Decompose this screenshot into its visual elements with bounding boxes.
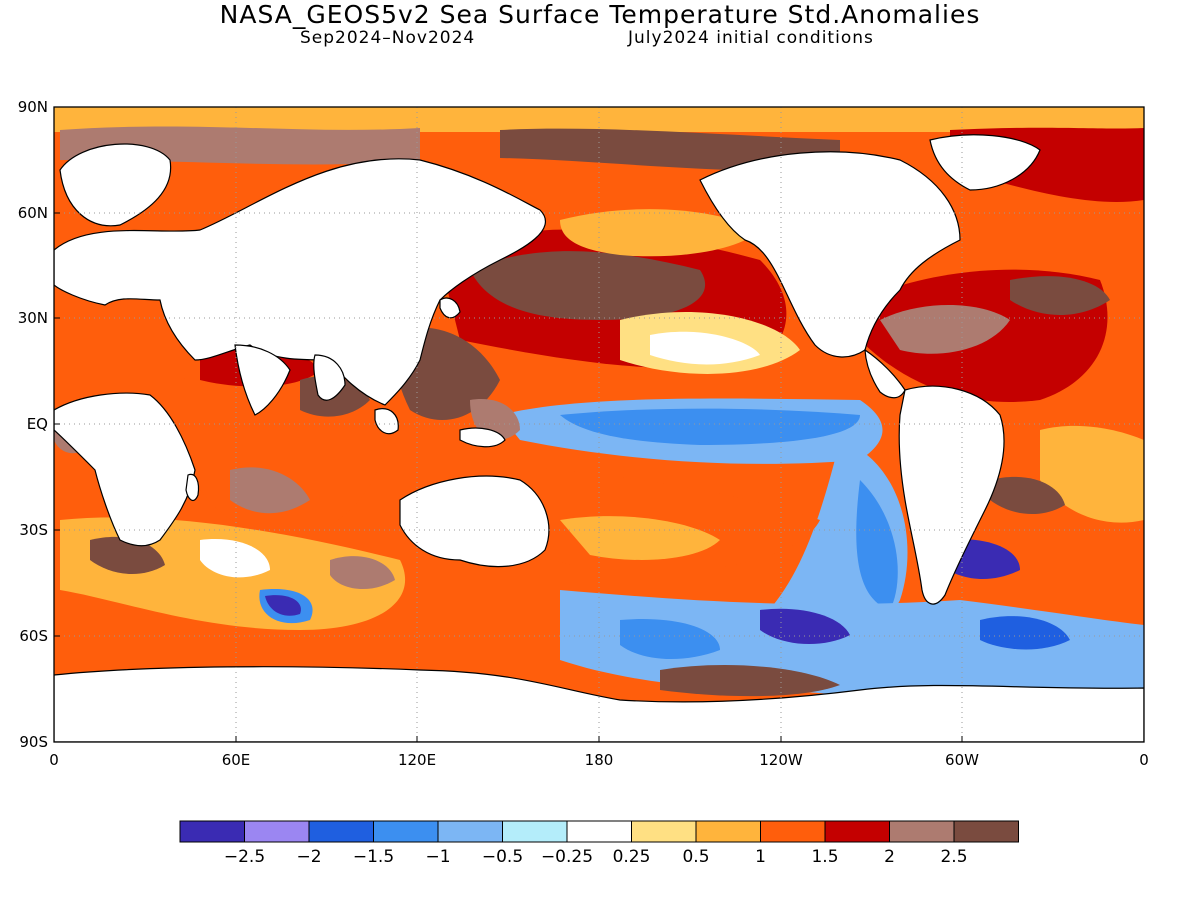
colorbar-swatch [631, 820, 697, 843]
north-pacific-warm-anomaly [560, 209, 760, 257]
indian-ocean-anomaly [230, 467, 310, 514]
colorbar-swatch [889, 820, 955, 843]
north-pacific-warm-anomaly [650, 331, 760, 365]
land-mask [54, 134, 1144, 742]
colorbar-swatch [566, 820, 632, 843]
lat-axis-labels: 90N 60N 30N EQ 30S 60S 90S [18, 98, 48, 751]
lat-tick-label: 30S [19, 521, 48, 539]
colorbar-swatch [695, 820, 761, 843]
south-pacific-anomaly [460, 460, 820, 573]
north-atlantic-anomaly [1010, 276, 1110, 315]
australia [399, 475, 550, 568]
axis-ticks [53, 106, 1145, 743]
equatorial-cold-tongue [560, 408, 860, 445]
lon-tick-label: 60E [222, 751, 251, 769]
africa [54, 392, 196, 547]
southern-ocean-mosaic [200, 539, 270, 578]
lon-tick-label: 180 [585, 751, 614, 769]
colorbar-label: −2.5 [224, 847, 265, 867]
lat-tick-label: EQ [27, 415, 48, 433]
colorbar-label: 1.5 [811, 847, 838, 867]
colorbar-swatch [373, 820, 439, 843]
colorbar-label: −0.25 [541, 847, 593, 867]
north-pacific-warm-anomaly [470, 251, 706, 320]
tropical-atlantic-anomaly [1040, 425, 1144, 523]
borneo [374, 408, 399, 435]
colorbar-swatch [953, 820, 1019, 843]
south-atlantic-anomaly [990, 476, 1065, 515]
eurasia [54, 158, 547, 406]
antarctica [54, 666, 1144, 742]
lat-tick-label: 60N [18, 204, 48, 222]
colorbar: −2.5 −2 −1.5 −1 −0.5 −0.25 0.25 0.5 1 1.5 2 2.5 [179, 820, 1019, 867]
madagascar [185, 473, 200, 502]
lon-axis-labels: 0 60E 120E 180 120W 60W 0 [49, 751, 1149, 769]
lat-tick-label: 60S [19, 627, 48, 645]
southern-ocean-mosaic [265, 595, 301, 616]
colorbar-label: 2.5 [940, 847, 967, 867]
colorbar-swatch [437, 820, 503, 843]
lon-tick-label: 60W [945, 751, 979, 769]
colorbar-label: 1 [755, 847, 766, 867]
southern-ocean-mosaic [330, 556, 395, 590]
southeast-pacific-cool-anomaly [856, 480, 898, 610]
southern-ocean-mosaic [90, 536, 165, 575]
lat-tick-label: 30N [18, 309, 48, 327]
lon-tick-label: 120E [398, 751, 436, 769]
forecast-period: Sep2024–Nov2024 [300, 28, 476, 48]
colorbar-swatch [179, 820, 245, 843]
lon-tick-label: 0 [49, 751, 59, 769]
southern-ocean-cold-belt [620, 619, 720, 660]
colorbar-label: −1 [425, 847, 450, 867]
lon-tick-label: 120W [759, 751, 803, 769]
central-america [864, 348, 906, 399]
colorbar-swatch [244, 820, 310, 843]
lat-tick-label: 90N [18, 98, 48, 116]
colorbar-label: 0.5 [682, 847, 709, 867]
north-america [699, 151, 961, 358]
colorbar-label: −2 [296, 847, 321, 867]
initial-conditions: July2024 initial conditions [628, 28, 874, 48]
south-america [898, 385, 1005, 605]
southern-ocean-cold-belt [760, 608, 850, 645]
colorbar-swatch [308, 820, 374, 843]
colorbar-label: 2 [884, 847, 895, 867]
india [234, 344, 291, 416]
colorbar-label: 0.25 [613, 847, 651, 867]
colorbar-swatch [760, 820, 826, 843]
colorbar-label: −1.5 [353, 847, 394, 867]
colorbar-swatch [502, 820, 568, 843]
greenland-north [929, 134, 1041, 191]
map-title: NASA_GEOS5v2 Sea Surface Temperature Std… [219, 0, 981, 29]
indochina [313, 354, 346, 401]
ross-sea-warm-anomaly [660, 665, 840, 697]
north-atlantic-anomaly [880, 305, 1010, 354]
lon-tick-label: 0 [1139, 751, 1149, 769]
south-pacific-anomaly [560, 516, 720, 560]
colorbar-label: −0.5 [482, 847, 523, 867]
colorbar-swatch [824, 820, 890, 843]
japan [439, 297, 461, 319]
greenland [59, 143, 172, 227]
lat-tick-label: 90S [19, 733, 48, 751]
southern-ocean-cold-belt [980, 616, 1070, 650]
graticule [54, 107, 1144, 742]
new-guinea [459, 427, 506, 448]
